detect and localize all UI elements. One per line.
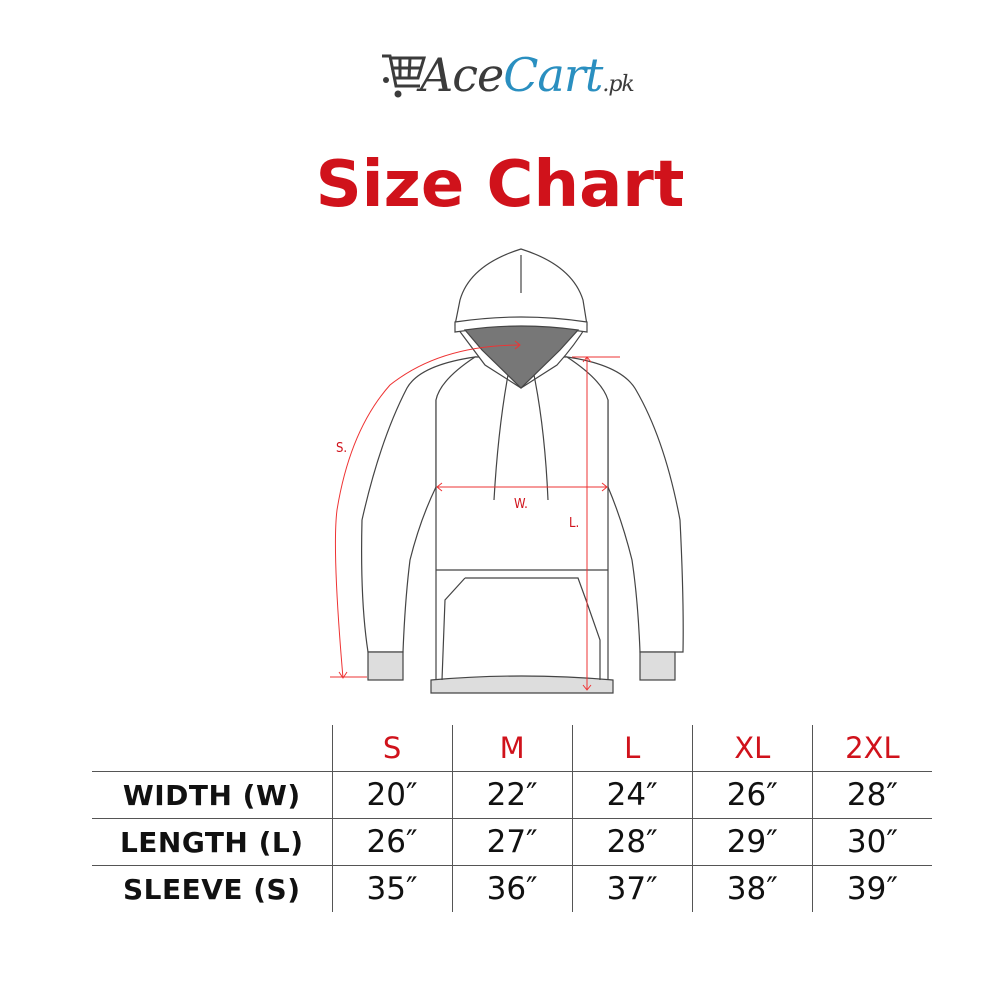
- size-header: M: [451, 725, 573, 772]
- hood-lining: [463, 325, 580, 389]
- right-sleeve: [565, 356, 684, 653]
- left-cuff: [367, 651, 404, 681]
- table-cell: 38″: [691, 865, 813, 912]
- table-cell: 28″: [811, 771, 932, 819]
- table-cell: 37″: [571, 865, 693, 912]
- table-cell: 27″: [451, 818, 573, 866]
- row-label: LENGTH (L): [92, 818, 332, 866]
- table-row: LENGTH (L) 26″ 27″ 28″ 29″ 30″: [92, 818, 932, 866]
- right-cuff: [639, 651, 676, 681]
- row-label: SLEEVE (S): [92, 865, 332, 912]
- hoodie-body: [435, 356, 609, 681]
- table-cell: 22″: [451, 771, 573, 819]
- drawstring-left: [493, 374, 509, 501]
- table-header-row: S M L XL 2XL: [92, 725, 932, 772]
- table-cell: 24″: [571, 771, 693, 819]
- hoodie-diagram: S. W. L.: [330, 248, 684, 694]
- pocket: [441, 577, 601, 681]
- logo-cart: Cart: [503, 48, 603, 102]
- left-sleeve: [361, 356, 477, 653]
- table-cell: 20″: [331, 771, 453, 819]
- table-row: SLEEVE (S) 35″ 36″ 37″ 38″ 39″: [92, 865, 932, 912]
- table-cell: 26″: [331, 818, 453, 866]
- table-row: WIDTH (W) 20″ 22″ 24″ 26″ 28″: [92, 771, 932, 819]
- size-header: S: [331, 725, 453, 772]
- logo: AceCart.pk: [380, 48, 680, 118]
- table-cell: 28″: [571, 818, 693, 866]
- table-cell: 26″: [691, 771, 813, 819]
- size-header: XL: [691, 725, 813, 772]
- logo-ace: Ace: [420, 48, 504, 102]
- row-label: WIDTH (W): [92, 771, 332, 819]
- drawstring-right: [533, 374, 549, 501]
- width-label: W.: [514, 497, 528, 512]
- corner-cell: [92, 725, 332, 772]
- table-cell: 39″: [811, 865, 932, 912]
- hem-band: [430, 675, 614, 694]
- logo-wordmark: AceCart.pk: [420, 48, 635, 102]
- length-label: L.: [569, 516, 579, 531]
- table-cell: 30″: [811, 818, 932, 866]
- table-cell: 36″: [451, 865, 573, 912]
- sleeve-label: S.: [336, 441, 347, 456]
- size-header: L: [571, 725, 693, 772]
- sleeve-measure-line: [334, 344, 521, 679]
- shopping-cart-icon: [382, 54, 427, 98]
- table-cell: 35″: [331, 865, 453, 912]
- table-cell: 29″: [691, 818, 813, 866]
- page-title: Size Chart: [315, 148, 685, 222]
- size-table: S M L XL 2XL WIDTH (W) 20″ 22″ 24″ 26″ 2…: [92, 725, 932, 912]
- logo-domain: .pk: [602, 72, 634, 97]
- size-header: 2XL: [811, 725, 932, 772]
